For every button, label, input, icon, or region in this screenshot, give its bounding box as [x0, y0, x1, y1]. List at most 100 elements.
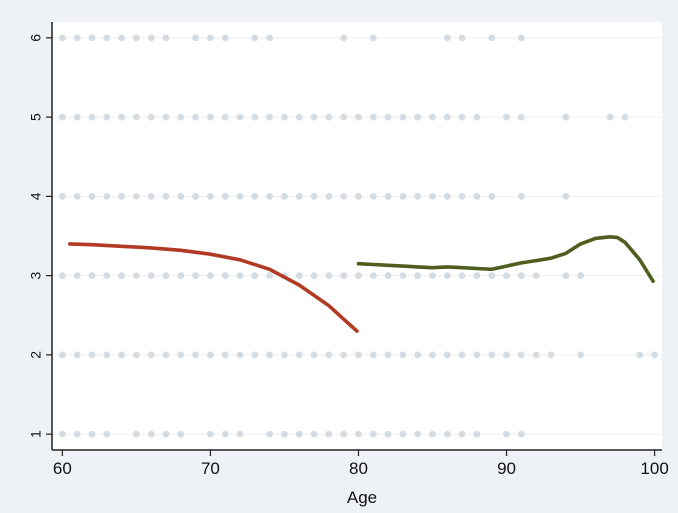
y-tick-label: 1: [28, 430, 44, 438]
scatter-point: [473, 113, 481, 121]
scatter-point: [221, 272, 229, 279]
scatter-point: [73, 430, 81, 438]
scatter-point: [133, 34, 140, 42]
scatter-point: [147, 113, 155, 121]
scatter-point: [325, 193, 333, 200]
scatter-point: [221, 113, 229, 121]
scatter-point: [266, 272, 273, 279]
scatter-point: [384, 193, 392, 200]
scatter-point: [562, 113, 570, 121]
scatter-point: [310, 113, 318, 121]
scatter-point: [251, 193, 259, 200]
y-tick-label: 6: [28, 34, 44, 42]
scatter-point: [355, 113, 362, 121]
scatter-point: [103, 113, 111, 121]
scatter-point: [310, 272, 318, 279]
scatter-point: [266, 34, 273, 42]
scatter-point: [236, 193, 244, 200]
scatter-point: [59, 193, 66, 200]
plot-area: [52, 22, 662, 450]
scatter-point: [473, 272, 481, 279]
scatter-point: [73, 34, 81, 42]
scatter-point: [340, 351, 348, 359]
scatter-point: [207, 193, 214, 200]
scatter-point: [118, 34, 125, 42]
scatter-point: [355, 272, 362, 279]
scatter-point: [236, 113, 244, 121]
scatter-point: [88, 272, 96, 279]
y-tick-label: 2: [28, 351, 44, 359]
scatter-point: [414, 272, 422, 279]
scatter-point: [59, 272, 66, 279]
scatter-point: [103, 34, 111, 42]
scatter-point: [488, 272, 496, 279]
scatter-point: [295, 113, 303, 121]
scatter-point: [443, 113, 451, 121]
scatter-point: [295, 193, 303, 200]
scatter-layer: [59, 34, 658, 438]
scatter-point: [162, 34, 170, 42]
scatter-point: [532, 272, 540, 279]
scatter-point: [325, 272, 333, 279]
scatter-point: [88, 351, 96, 359]
scatter-point: [517, 34, 525, 42]
scatter-point: [59, 351, 66, 359]
x-tick-label: 90: [497, 459, 516, 478]
scatter-point: [221, 430, 229, 438]
scatter-point: [221, 351, 229, 359]
scatter-point: [443, 34, 451, 42]
scatter-point: [503, 430, 510, 438]
scatter-point: [325, 351, 333, 359]
scatter-point: [192, 113, 200, 121]
scatter-point: [236, 351, 244, 359]
scatter-point: [399, 193, 407, 200]
scatter-point: [103, 351, 111, 359]
scatter-point: [103, 193, 111, 200]
scatter-point: [192, 351, 200, 359]
scatter-point: [59, 34, 66, 42]
scatter-point: [369, 193, 377, 200]
scatter-point: [325, 430, 333, 438]
x-tick-label: 60: [53, 459, 72, 478]
scatter-point: [517, 351, 525, 359]
scatter-point: [443, 351, 451, 359]
scatter-point: [340, 430, 348, 438]
scatter-point: [177, 430, 185, 438]
scatter-point: [355, 430, 362, 438]
scatter-point: [73, 113, 81, 121]
y-tick-label: 5: [28, 113, 44, 121]
scatter-point: [414, 351, 422, 359]
scatter-point: [266, 193, 273, 200]
scatter-point: [207, 351, 214, 359]
scatter-point: [147, 193, 155, 200]
scatter-point: [73, 272, 81, 279]
scatter-point: [133, 272, 140, 279]
tick-layer: 60 70 80 90 100 1 2 3 4 5 6: [28, 34, 669, 478]
scatter-point: [162, 113, 170, 121]
scatter-point: [562, 272, 570, 279]
scatter-point: [340, 34, 348, 42]
scatter-point: [340, 272, 348, 279]
scatter-point: [369, 351, 377, 359]
scatter-point: [369, 113, 377, 121]
scatter-point: [458, 34, 466, 42]
scatter-point: [473, 351, 481, 359]
scatter-point: [207, 113, 214, 121]
scatter-point: [73, 193, 81, 200]
scatter-point: [118, 351, 125, 359]
scatter-point: [103, 430, 111, 438]
axis-layer: [51, 22, 662, 451]
scatter-point: [369, 272, 377, 279]
scatter-point: [384, 272, 392, 279]
scatter-point: [133, 113, 140, 121]
scatter-point: [562, 193, 570, 200]
scatter-point: [488, 351, 496, 359]
scatter-point: [251, 351, 259, 359]
scatter-point: [118, 193, 125, 200]
scatter-point: [443, 430, 451, 438]
scatter-point: [295, 430, 303, 438]
scatter-point: [429, 272, 436, 279]
scatter-point: [384, 351, 392, 359]
scatter-point: [414, 193, 422, 200]
scatter-point: [88, 193, 96, 200]
